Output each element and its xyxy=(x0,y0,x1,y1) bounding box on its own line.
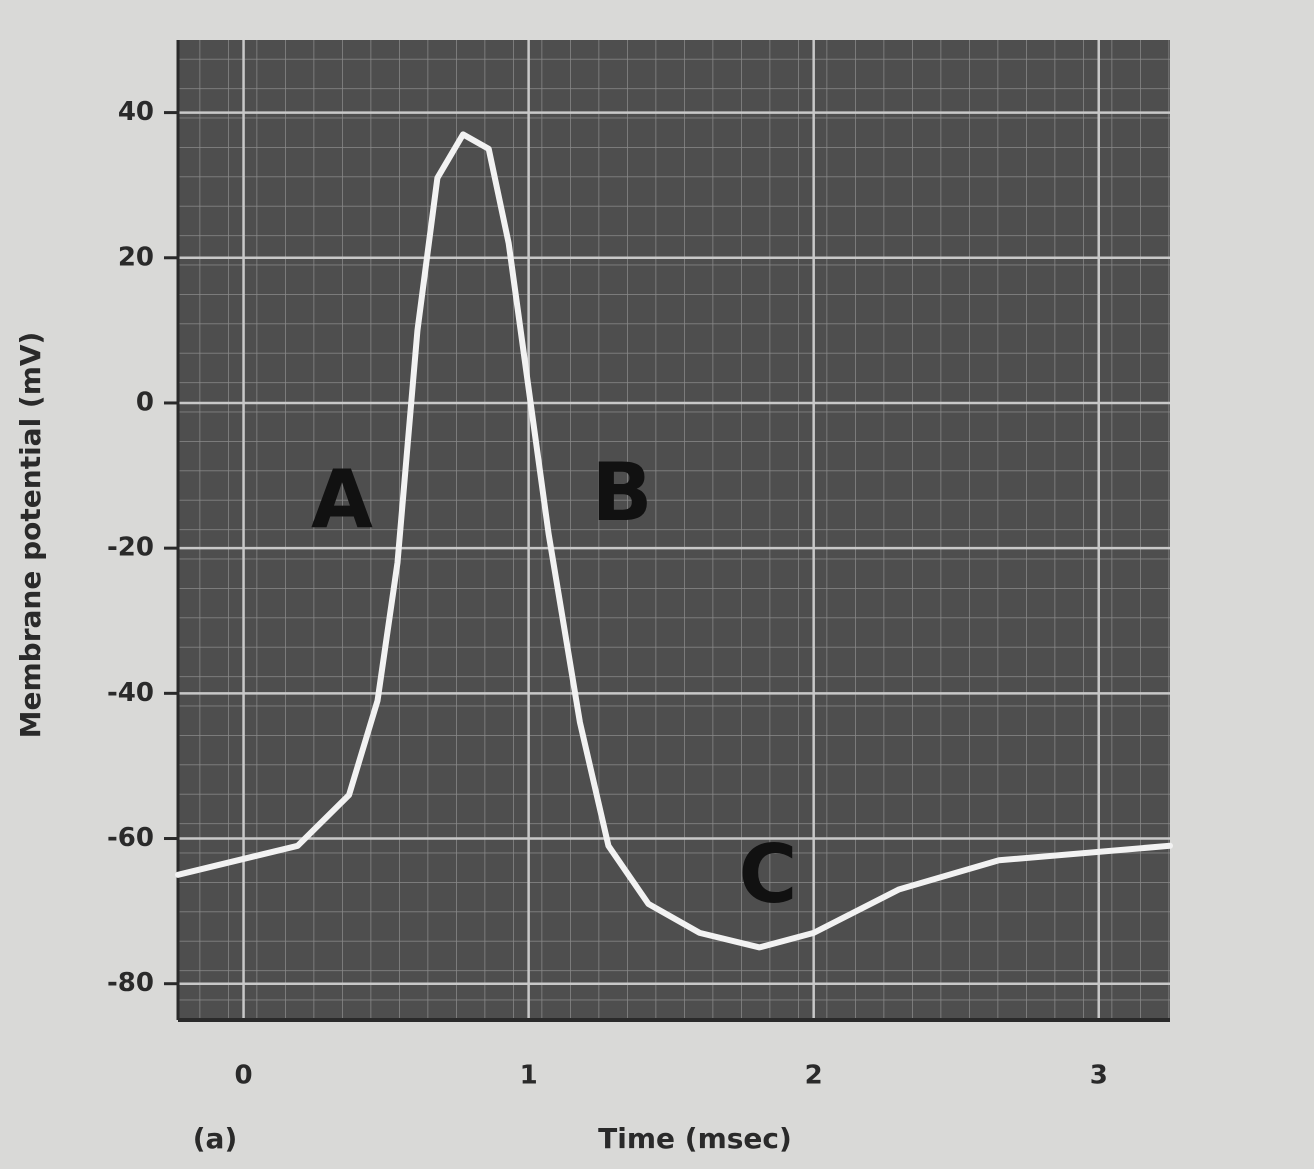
y-tick-label: 20 xyxy=(118,242,154,272)
annotation: B xyxy=(592,446,653,539)
y-axis-label: Membrane potential (mV) xyxy=(14,332,47,739)
y-tick-label: -80 xyxy=(107,968,154,998)
panel-label: (a) xyxy=(193,1122,238,1155)
x-axis-label: Time (msec) xyxy=(598,1122,792,1155)
x-tick-label: 2 xyxy=(805,1061,823,1091)
line xyxy=(175,131,1173,951)
plot-area xyxy=(178,40,1170,1020)
x-tick-label: 1 xyxy=(520,1061,538,1091)
annotation: C xyxy=(739,828,798,921)
y-tick-label: -40 xyxy=(107,678,154,708)
y-tick-label: -60 xyxy=(107,823,154,853)
y-tick-label: -20 xyxy=(107,533,154,563)
x-tick-label: 3 xyxy=(1090,1061,1108,1091)
x-tick-label: 0 xyxy=(235,1061,253,1091)
y-tick-label: 0 xyxy=(136,387,154,417)
annotation: A xyxy=(311,453,373,546)
y-tick-label: 40 xyxy=(118,97,154,127)
